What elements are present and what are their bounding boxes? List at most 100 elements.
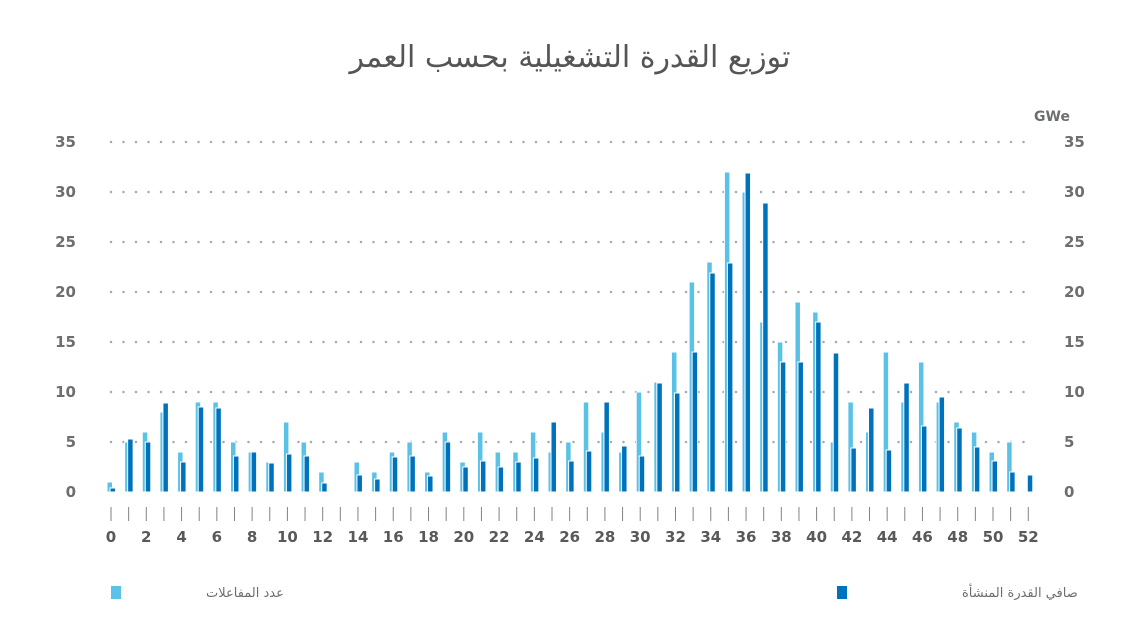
x-tick-label: 28 bbox=[594, 528, 615, 546]
bar-capacity bbox=[127, 438, 134, 493]
chart-title: توزيع القدرة التشغيلية بحسب العمر bbox=[347, 40, 790, 75]
x-tick-label: 24 bbox=[524, 528, 545, 546]
x-tick-label: 16 bbox=[383, 528, 404, 546]
x-tick-label: 26 bbox=[559, 528, 580, 546]
bar-capacity bbox=[709, 272, 716, 493]
legend-swatch-reactors bbox=[111, 586, 121, 599]
legend-label-capacity: صافي القدرة المنشأة bbox=[962, 583, 1078, 601]
bar-capacity bbox=[144, 441, 152, 493]
bar-capacity bbox=[232, 455, 240, 493]
x-tick-label: 36 bbox=[736, 528, 757, 546]
bar-capacity bbox=[1009, 471, 1016, 493]
legend-label-reactors: عدد المفاعلات bbox=[206, 586, 284, 601]
x-tick-label: 6 bbox=[212, 528, 222, 546]
legend-item-capacity: صافي القدرة المنشأة bbox=[837, 583, 1078, 601]
bar-capacity bbox=[180, 461, 187, 493]
bar-capacity bbox=[585, 450, 593, 493]
bar-capacity bbox=[885, 449, 893, 493]
x-tick-label: 14 bbox=[348, 528, 369, 546]
legend-swatch-capacity bbox=[837, 586, 847, 599]
bar-capacity bbox=[868, 407, 875, 493]
bar-capacity bbox=[638, 455, 646, 493]
bar-capacity bbox=[374, 478, 381, 493]
x-tick-label: 20 bbox=[453, 528, 474, 546]
right-y-tick-label: 30 bbox=[1064, 183, 1085, 201]
bar-capacity bbox=[462, 466, 469, 493]
bar-capacity bbox=[815, 321, 822, 493]
bar-capacity bbox=[409, 455, 416, 493]
bar-capacity bbox=[1026, 474, 1034, 493]
bar-capacity bbox=[691, 351, 699, 493]
bar-capacity bbox=[603, 401, 610, 493]
x-tick-label: 8 bbox=[247, 528, 257, 546]
right-y-tick-label: 5 bbox=[1064, 433, 1074, 451]
bar-capacity bbox=[268, 462, 275, 493]
bar-capacity bbox=[956, 427, 963, 493]
y-tick-label: 35 bbox=[55, 133, 76, 151]
bar-capacity bbox=[532, 457, 540, 493]
bar-capacity bbox=[903, 382, 910, 493]
bar-capacity bbox=[673, 392, 681, 493]
legend: عدد المفاعلات صافي القدرة المنشأة bbox=[111, 583, 1078, 601]
bar-capacity bbox=[250, 451, 258, 493]
bar-capacity bbox=[656, 382, 663, 493]
bar-capacity bbox=[550, 421, 557, 493]
bar-capacity bbox=[991, 460, 998, 493]
x-tick-label: 52 bbox=[1018, 528, 1039, 546]
bar-capacity bbox=[920, 425, 928, 493]
x-tick-label: 22 bbox=[489, 528, 510, 546]
right-y-tick-label: 15 bbox=[1064, 333, 1085, 351]
x-tick-label: 0 bbox=[106, 528, 116, 546]
x-tick-label: 34 bbox=[700, 528, 721, 546]
x-tick-label: 44 bbox=[877, 528, 898, 546]
y-tick-label: 30 bbox=[55, 183, 76, 201]
x-tick-label: 46 bbox=[912, 528, 933, 546]
bar-capacity bbox=[427, 475, 434, 493]
bar-capacity bbox=[568, 460, 575, 493]
x-axis: 0 2 4 6 8 10 12 14 16 18 20 22 24 26 28 30 32 34 36 38 40 42 4… bbox=[106, 507, 1039, 546]
bar-capacity bbox=[444, 441, 452, 493]
right-y-tick-label: 0 bbox=[1064, 483, 1074, 501]
bar-capacity bbox=[285, 453, 293, 493]
x-tick-label: 30 bbox=[630, 528, 651, 546]
bar-capacity bbox=[621, 445, 628, 493]
y-tick-label: 0 bbox=[66, 483, 76, 501]
bar-capacity bbox=[303, 455, 311, 493]
bar-capacity bbox=[197, 406, 205, 493]
bar-capacity bbox=[215, 407, 222, 493]
right-y-tick-label: 25 bbox=[1064, 233, 1085, 251]
bar-capacity bbox=[391, 456, 399, 493]
x-tick-label: 50 bbox=[983, 528, 1004, 546]
bar-capacity bbox=[515, 461, 522, 493]
bar-capacity bbox=[938, 396, 946, 493]
right-y-tick-label: 20 bbox=[1064, 283, 1085, 301]
bar-capacity bbox=[109, 487, 116, 493]
bar-capacity bbox=[797, 361, 804, 493]
bar-capacity bbox=[850, 447, 857, 493]
bars bbox=[106, 171, 1034, 493]
x-tick-label: 12 bbox=[312, 528, 333, 546]
x-tick-label: 40 bbox=[806, 528, 827, 546]
x-tick-label: 42 bbox=[841, 528, 862, 546]
y-tick-label: 15 bbox=[55, 333, 76, 351]
x-tick-label: 38 bbox=[771, 528, 792, 546]
right-axis-unit-label: GWe bbox=[1034, 109, 1070, 125]
right-y-tick-label: 35 bbox=[1064, 133, 1085, 151]
x-tick-label: 32 bbox=[665, 528, 686, 546]
y-tick-label: 5 bbox=[66, 433, 76, 451]
bar-capacity bbox=[356, 474, 363, 493]
bar-capacity bbox=[321, 482, 328, 493]
y-tick-label: 25 bbox=[55, 233, 76, 251]
legend-item-reactors: عدد المفاعلات bbox=[111, 586, 284, 601]
x-tick-label: 18 bbox=[418, 528, 439, 546]
x-tick-label: 2 bbox=[141, 528, 151, 546]
x-tick-label: 10 bbox=[277, 528, 298, 546]
bar-capacity bbox=[744, 172, 752, 493]
bar-capacity bbox=[479, 460, 487, 493]
right-y-tick-label: 10 bbox=[1064, 383, 1085, 401]
y-tick-label: 10 bbox=[55, 383, 76, 401]
gridlines bbox=[109, 140, 1032, 444]
x-tick-label: 4 bbox=[176, 528, 186, 546]
y-tick-label: 20 bbox=[55, 283, 76, 301]
